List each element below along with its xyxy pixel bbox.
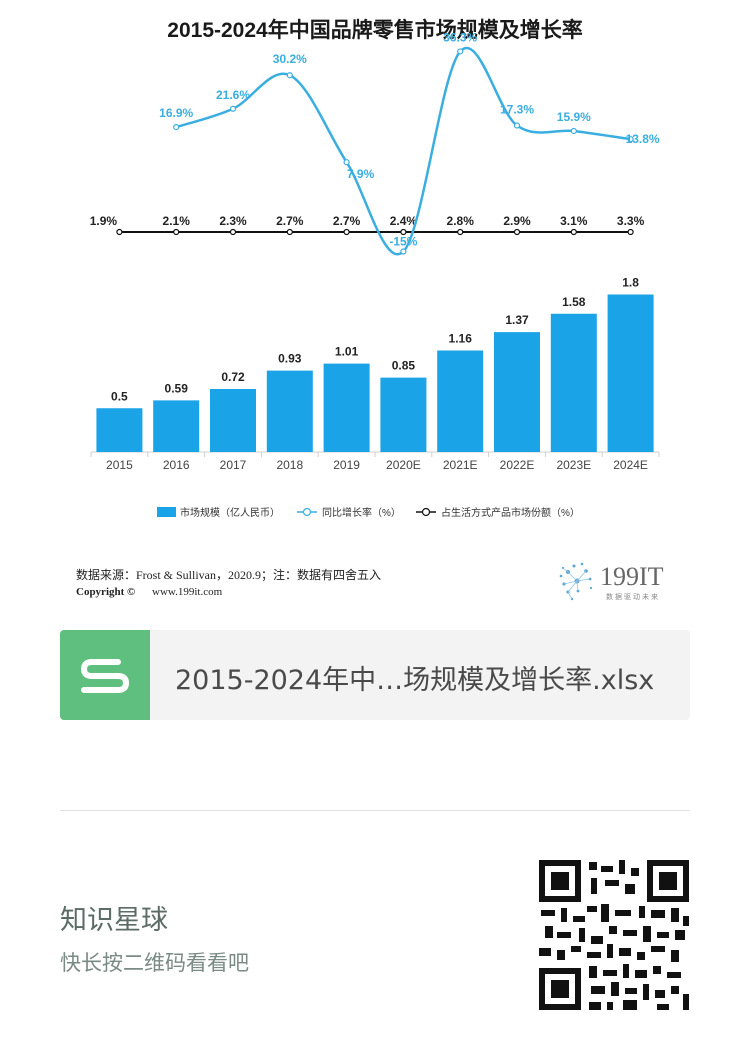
share-point	[570, 228, 577, 236]
growth-value-label: 13.8%	[626, 132, 660, 146]
share-point	[513, 228, 521, 236]
x-tick-label: 2016	[163, 458, 190, 472]
legend-growth: 同比增长率（%）	[322, 506, 401, 519]
bar-value-label: 1.01	[335, 345, 359, 359]
x-tick-label: 2021E	[443, 458, 478, 472]
data-source: 数据来源：Frost & Sullivan，2020.9；注：数据有四舍五入	[76, 568, 382, 582]
promo-subtitle: 快长按二维码看看吧	[60, 951, 249, 975]
x-tick-label: 2023E	[556, 458, 591, 472]
legend: 市场规模（亿人民币） 同比增长率（%） 占生活方式产品市场份额（%）	[157, 506, 580, 519]
bar-value-label: 0.93	[278, 352, 302, 366]
growth-value-label: -15%	[389, 235, 417, 249]
growth-value-label: 15.9%	[557, 110, 591, 124]
share-value-label: 2.7%	[333, 214, 361, 228]
website-link[interactable]: www.199it.com	[152, 586, 223, 598]
x-tick-label: 2015	[106, 458, 133, 472]
share-point	[627, 228, 634, 236]
market-size-bar	[437, 350, 484, 452]
legend-market-size: 市场规模（亿人民币）	[180, 506, 280, 519]
share-value-label: 1.9%	[90, 214, 118, 228]
share-value-label: 2.9%	[503, 214, 531, 228]
market-size-bar	[96, 408, 143, 452]
share-value-label: 2.7%	[276, 214, 304, 228]
199it-logo: 199IT 数据驱动未来	[554, 558, 694, 604]
growth-point	[173, 123, 180, 131]
qr-code-icon[interactable]	[539, 860, 689, 1010]
market-size-bar	[210, 389, 256, 452]
growth-value-label: 7.9%	[347, 167, 375, 181]
bar-value-label: 0.59	[165, 381, 189, 395]
share-point	[116, 228, 123, 236]
market-size-bar	[153, 400, 200, 452]
growth-point	[343, 159, 350, 166]
x-tick-label: 2024E	[613, 458, 648, 472]
chart-title: 2015-2024年中国品牌零售市场规模及增长率	[167, 19, 583, 42]
bar-value-label: 1.16	[449, 332, 473, 346]
copyright-line: Copyright © www.199it.com	[76, 586, 222, 598]
growth-value-label: 30.2%	[273, 52, 307, 66]
divider	[60, 810, 690, 811]
share-point	[343, 228, 350, 236]
growth-value-label: 21.6%	[216, 88, 250, 102]
bar-value-label: 0.72	[221, 370, 245, 384]
promo-title: 知识星球	[60, 905, 168, 936]
x-tick-label: 2022E	[500, 458, 535, 472]
market-size-bar	[550, 313, 597, 452]
share-point	[229, 228, 237, 236]
share-point	[400, 228, 407, 236]
growth-point	[286, 72, 293, 79]
bar-value-label: 0.5	[111, 389, 128, 403]
logo-burst-icon	[559, 562, 593, 601]
spreadsheet-s-icon	[60, 630, 150, 720]
share-value-label: 2.8%	[447, 214, 475, 228]
file-attachment-card[interactable]: 2015-2024年中…场规模及增长率.xlsx	[60, 630, 690, 720]
bar-value-label: 1.8	[622, 276, 639, 290]
growth-value-label: 17.3%	[500, 103, 534, 117]
share-value-label: 3.3%	[617, 214, 645, 228]
growth-value-label: 36.3%	[443, 30, 477, 44]
market-size-bar	[494, 332, 540, 452]
share-value-label: 3.1%	[560, 214, 588, 228]
share-point	[286, 228, 293, 236]
market-size-bar	[380, 377, 427, 452]
share-point	[173, 228, 180, 236]
chart: 0.5 2015 0.59 2016 0.72 2017 0.93 2018 1.01 2019 0…	[90, 30, 660, 519]
logo-text: 199IT	[600, 562, 664, 591]
x-tick-label: 2018	[276, 458, 303, 472]
legend-bar-swatch	[157, 507, 176, 517]
bar-value-label: 1.37	[505, 313, 529, 327]
share-value-label: 2.3%	[219, 214, 247, 228]
growth-point	[229, 105, 237, 112]
file-name: 2015-2024年中…场规模及增长率.xlsx	[175, 665, 655, 696]
copyright-label: Copyright ©	[76, 586, 136, 598]
x-tick-label: 2019	[333, 458, 360, 472]
x-tick-label: 2017	[220, 458, 247, 472]
growth-point	[570, 127, 577, 135]
growth-line	[175, 46, 631, 256]
growth-point	[513, 122, 521, 129]
growth-value-label: 16.9%	[159, 106, 193, 120]
x-tick-label: 2020E	[386, 458, 421, 472]
share-value-label: 2.1%	[163, 214, 191, 228]
bar-value-label: 1.58	[562, 295, 586, 309]
market-size-bar	[266, 370, 313, 452]
share-point	[457, 228, 464, 236]
share-value-label: 2.4%	[390, 214, 418, 228]
bar-value-label: 0.85	[392, 359, 416, 373]
growth-point	[400, 248, 407, 255]
market-size-bar	[607, 294, 654, 452]
market-size-bar	[323, 363, 370, 452]
logo-subtitle: 数据驱动未来	[606, 594, 660, 601]
growth-point	[457, 48, 464, 55]
legend-share: 占生活方式产品市场份额（%）	[441, 506, 580, 519]
growth-point	[627, 136, 634, 143]
